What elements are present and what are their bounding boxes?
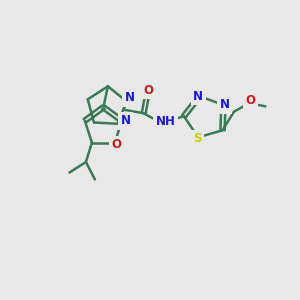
Text: O: O (143, 84, 153, 97)
Text: NH: NH (155, 115, 175, 128)
Text: N: N (193, 90, 203, 103)
Text: S: S (193, 132, 202, 145)
Text: O: O (111, 138, 121, 152)
Text: N: N (121, 114, 130, 127)
Text: N: N (220, 98, 230, 111)
Text: N: N (124, 91, 134, 104)
Text: O: O (245, 94, 255, 107)
